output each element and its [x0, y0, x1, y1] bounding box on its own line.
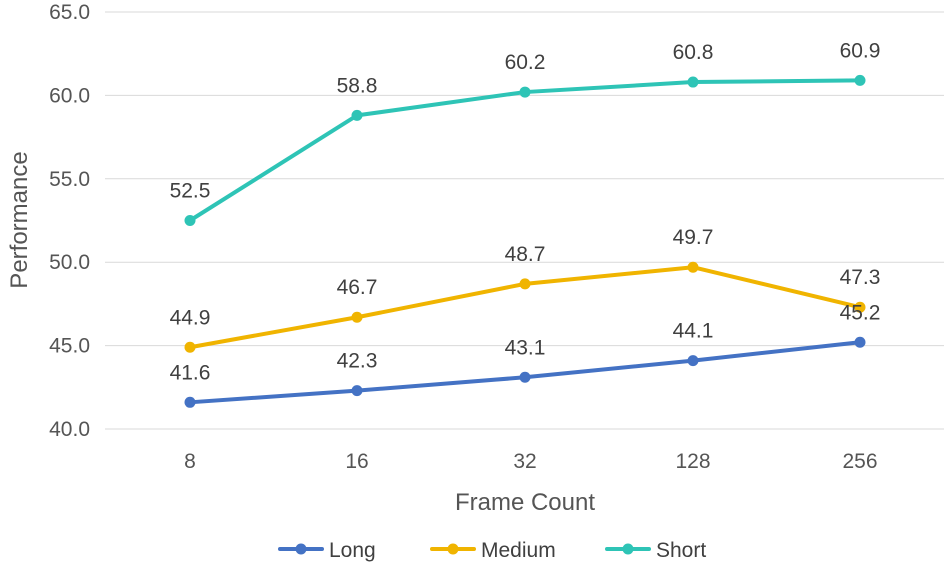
data-label-short-3: 60.8 [673, 41, 714, 64]
data-label-medium-0: 44.9 [170, 306, 211, 329]
data-point-short-0 [184, 215, 196, 226]
series-line-short [188, 78, 862, 223]
data-labels: 41.6 42.3 43.1 44.1 45.2 44.9 46.7 48.7 49.7 47.3… [170, 39, 881, 384]
x-tick-label-2: 32 [513, 450, 536, 473]
data-point-long-0 [184, 396, 196, 408]
legend-label-long: Long [329, 539, 376, 562]
data-point-short-4 [854, 74, 866, 86]
y-tick-label-2: 50.0 [49, 251, 90, 274]
legend-label-medium: Medium [481, 539, 556, 562]
data-label-short-1: 58.8 [337, 74, 378, 97]
x-tick-label-1: 16 [345, 450, 368, 473]
y-tick-label-1: 45.0 [49, 335, 90, 358]
legend-marker-long [295, 543, 307, 555]
data-label-long-2: 43.1 [505, 336, 546, 359]
data-point-medium-0 [184, 341, 196, 353]
data-label-long-1: 42.3 [337, 350, 378, 373]
data-point-long-3 [687, 355, 699, 367]
data-point-long-4 [854, 336, 866, 348]
x-tick-label-4: 256 [842, 450, 877, 473]
legend-marker-short [622, 543, 634, 555]
data-label-long-3: 44.1 [673, 320, 714, 343]
legend-label-short: Short [656, 539, 706, 562]
data-point-medium-2 [519, 278, 531, 290]
grid-lines [105, 11, 944, 430]
data-label-medium-4: 47.3 [840, 266, 881, 289]
data-label-medium-3: 49.7 [673, 226, 714, 249]
y-axis-title: Performance [6, 151, 33, 288]
y-tick-label-3: 55.0 [49, 168, 90, 191]
data-point-short-3 [687, 76, 699, 88]
x-tick-label-0: 8 [184, 450, 196, 473]
x-tick-label-3: 128 [675, 450, 710, 473]
data-point-medium-3 [687, 261, 699, 273]
data-label-short-4: 60.9 [840, 39, 881, 62]
data-label-long-4: 45.2 [840, 301, 881, 324]
x-axis-ticks: 8 16 32 128 256 [184, 450, 877, 473]
data-point-short-2 [519, 86, 531, 98]
data-label-short-0: 52.5 [170, 180, 211, 203]
data-point-short-1 [351, 109, 363, 121]
data-point-medium-4 [854, 301, 866, 313]
data-label-medium-1: 46.7 [337, 276, 378, 299]
legend-marker-medium [447, 543, 459, 555]
data-point-long-1 [351, 385, 363, 397]
data-point-long-2 [519, 371, 531, 383]
x-axis-title: Frame Count [455, 489, 595, 516]
legend: Long Medium Short [278, 539, 706, 562]
y-tick-label-0: 40.0 [49, 418, 90, 441]
series-group [184, 74, 866, 408]
y-tick-label-4: 60.0 [49, 84, 90, 107]
y-tick-label-5: 65.0 [49, 1, 90, 24]
data-point-medium-1 [351, 311, 363, 323]
data-label-short-2: 60.2 [505, 51, 546, 74]
data-label-long-0: 41.6 [170, 361, 211, 384]
y-axis-ticks: 40.0 45.0 50.0 55.0 60.0 65.0 [49, 1, 90, 441]
data-label-medium-2: 48.7 [505, 243, 546, 266]
